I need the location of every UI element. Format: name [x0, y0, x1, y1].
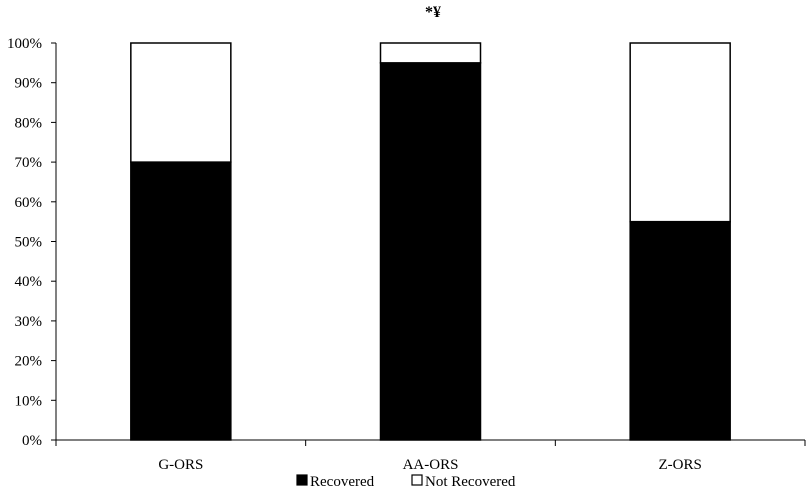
x-axis: G-ORS AA-ORS Z-ORS	[55, 439, 806, 473]
x-category-label: AA-ORS	[403, 457, 459, 473]
bar-not-recovered	[629, 42, 731, 223]
y-tick-label: 30%	[15, 314, 43, 330]
legend-swatch	[411, 474, 423, 486]
y-axis: 0% 10% 20% 30% 40% 50% 60% 70% 80% 90% 100%	[7, 36, 57, 449]
y-tick-label: 90%	[15, 76, 43, 92]
bar-recovered	[629, 220, 731, 441]
legend: Recovered Not Recovered	[296, 474, 516, 490]
y-tick-label: 70%	[15, 155, 43, 171]
bar-recovered	[130, 161, 232, 441]
y-tick-label: 10%	[15, 393, 43, 409]
y-tick-label: 40%	[15, 274, 43, 290]
y-tick-label: 50%	[15, 235, 43, 251]
legend-label: Not Recovered	[425, 474, 516, 490]
y-tick-label: 20%	[15, 354, 43, 370]
bar-recovered	[379, 62, 482, 441]
bar-not-recovered	[130, 42, 232, 163]
x-category-label: Z-ORS	[658, 457, 701, 473]
bars	[130, 42, 731, 441]
y-tick-label: 100%	[7, 36, 42, 52]
x-category-label: G-ORS	[158, 457, 203, 473]
significance-annotation: *¥	[425, 4, 441, 21]
y-tick-label: 80%	[15, 115, 43, 131]
legend-swatch	[296, 474, 308, 486]
legend-label: Recovered	[310, 474, 375, 490]
bar-not-recovered	[379, 42, 482, 64]
y-tick-label: 60%	[15, 195, 43, 211]
y-tick-label: 0%	[22, 433, 42, 449]
